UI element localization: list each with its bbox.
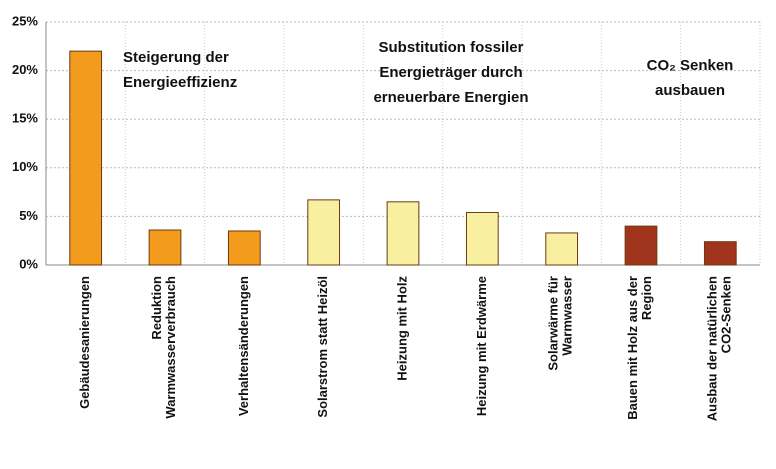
- x-tick-label: Ausbau der natürlichenCO2-Senken: [705, 276, 734, 421]
- annotation: Energieträger durch: [379, 64, 522, 81]
- y-tick-label: 20%: [12, 62, 38, 77]
- x-tick-label: Solarstrom statt Heizöl: [315, 276, 330, 418]
- x-tick-label: ReduktionWarmwasserverbrauch: [149, 276, 178, 419]
- bar: [703, 241, 737, 266]
- annotation: Substitution fossiler: [378, 39, 523, 56]
- bar: [148, 229, 182, 266]
- x-tick-label: Verhaltensänderungen: [236, 276, 251, 416]
- annotation: ausbauen: [655, 82, 725, 99]
- bar: [545, 232, 579, 266]
- x-tick-label: Bauen mit Holz aus derRegion: [625, 276, 654, 420]
- y-tick-label: 10%: [12, 159, 38, 174]
- annotation: Steigerung der: [123, 49, 229, 66]
- x-tick-label: Heizung mit Erdwärme: [474, 276, 489, 416]
- bar: [227, 230, 261, 266]
- y-tick-label: 15%: [12, 111, 38, 126]
- annotation: CO₂ Senken: [647, 57, 734, 74]
- x-tick-label: Gebäudesanierungen: [77, 276, 92, 409]
- bar: [465, 212, 499, 266]
- annotation: Energieeffizienz: [123, 74, 237, 91]
- bar: [307, 199, 341, 266]
- y-tick-label: 25%: [12, 13, 38, 28]
- y-tick-label: 5%: [19, 208, 38, 223]
- annotation: erneuerbare Energien: [373, 89, 528, 106]
- bar: [624, 225, 658, 266]
- y-tick-label: 0%: [19, 256, 38, 271]
- x-tick-label: Heizung mit Holz: [394, 276, 409, 381]
- bar: [69, 50, 103, 266]
- x-tick-label: Solarwärme fürWarmwasser: [546, 276, 575, 371]
- bar: [386, 201, 420, 266]
